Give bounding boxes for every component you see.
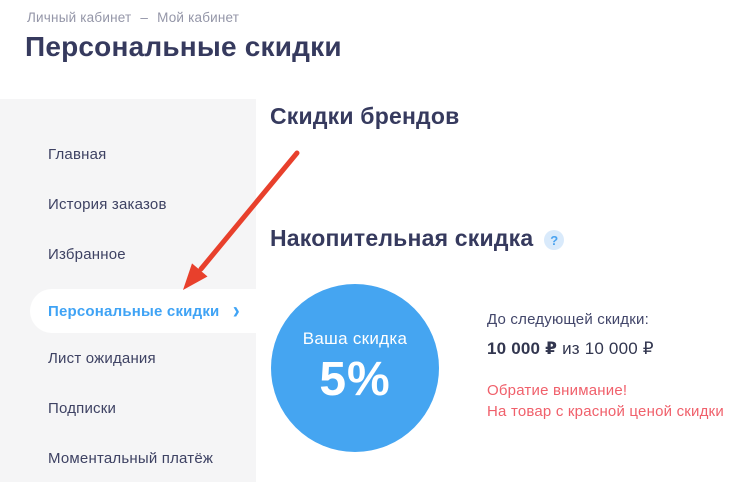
breadcrumb-separator: – <box>140 10 149 25</box>
sidebar-item-label: История заказов <box>48 195 167 213</box>
sidebar-item-instant-payment[interactable]: Моментальный платёж <box>0 433 256 482</box>
sidebar-item-order-history[interactable]: История заказов <box>0 179 256 229</box>
red-price-notice-line2: На товар с красной ценой скидки <box>487 403 724 420</box>
sidebar-item-favorites[interactable]: Избранное <box>0 229 256 279</box>
sidebar: Главная История заказов Избранное Персон… <box>0 99 256 482</box>
next-discount-label: До следующей скидки: <box>487 311 649 328</box>
breadcrumb: Личный кабинет – Мой кабинет <box>27 10 239 25</box>
sidebar-item-label: Моментальный платёж <box>48 449 214 467</box>
page-title: Персональные скидки <box>25 31 342 62</box>
cumulative-discount-heading-label: Накопительная скидка <box>270 225 534 251</box>
sidebar-item-label: Избранное <box>48 245 126 263</box>
red-price-notice-line1: Обратие внимание! <box>487 382 628 399</box>
sidebar-item-waiting-list[interactable]: Лист ожидания <box>0 333 256 383</box>
next-discount-block: До следующей скидки: 10 000 ₽ из 10 000 … <box>487 311 724 422</box>
sidebar-item-personal-discounts[interactable]: Персональные скидки › <box>30 289 256 333</box>
help-icon[interactable]: ? <box>544 230 565 250</box>
sidebar-item-label: Персональные скидки <box>48 302 220 320</box>
sidebar-item-label: Лист ожидания <box>48 349 156 367</box>
discount-circle-value: 5% <box>319 353 391 406</box>
next-discount-total: из 10 000 ₽ <box>557 339 654 358</box>
discount-circle: Ваша скидка 5% <box>271 284 439 452</box>
sidebar-item-subscriptions[interactable]: Подписки <box>0 383 256 433</box>
sidebar-item-label: Главная <box>48 145 107 163</box>
sidebar-item-label: Подписки <box>48 399 117 417</box>
brands-discounts-heading: Скидки брендов <box>270 103 460 129</box>
cumulative-discount-heading: Накопительная скидка ? <box>270 225 565 252</box>
next-discount-amount-row: 10 000 ₽ из 10 000 ₽ <box>487 339 724 359</box>
breadcrumb-item-personal-cabinet[interactable]: Личный кабинет <box>27 10 132 25</box>
discount-circle-label: Ваша скидка <box>302 329 408 348</box>
red-price-notice: Обратие внимание! На товар с красной цен… <box>487 380 724 422</box>
next-discount-amount: 10 000 ₽ <box>487 339 558 358</box>
breadcrumb-item-my-cabinet[interactable]: Мой кабинет <box>157 10 240 25</box>
sidebar-item-home[interactable]: Главная <box>0 129 256 179</box>
chevron-right-icon: › <box>232 296 240 324</box>
